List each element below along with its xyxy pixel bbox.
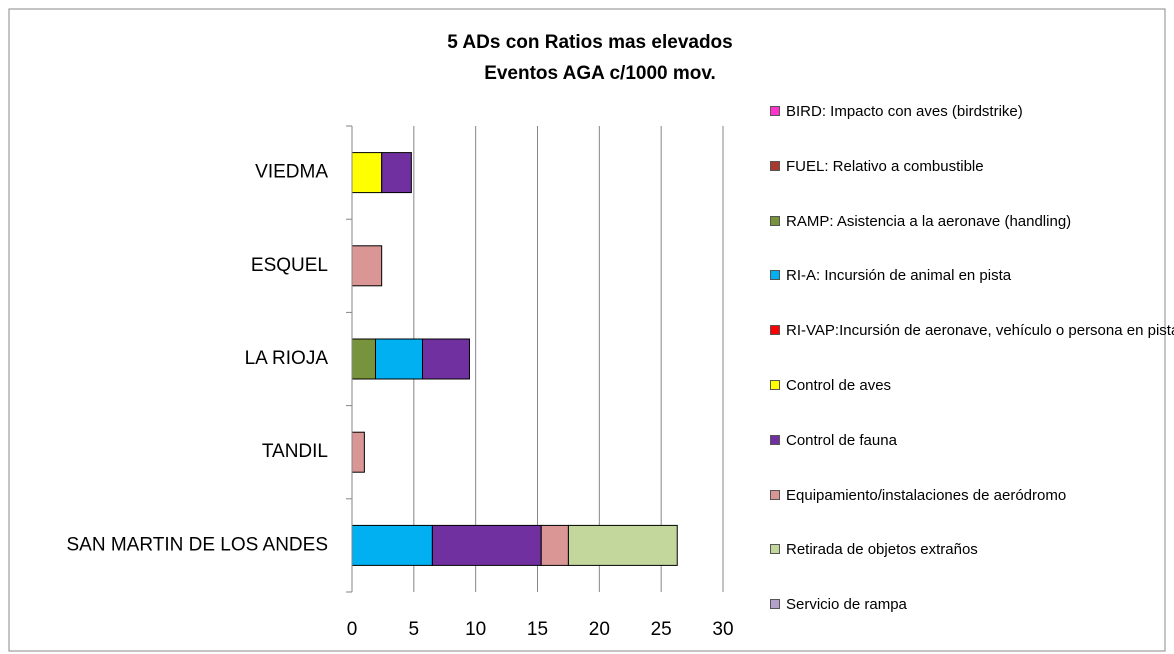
- y-tick-label: ESQUEL: [251, 255, 328, 276]
- legend-swatch: [770, 599, 780, 610]
- legend-item: Control de aves: [770, 375, 1174, 397]
- legend-swatch: [770, 380, 780, 390]
- legend-swatch: [770, 160, 780, 171]
- legend-label: Control de aves: [786, 377, 892, 394]
- x-tick-label: 0: [347, 619, 358, 640]
- bar-segment: [351, 431, 365, 473]
- legend-item: RI-VAP:Incursión de aeronave, vehículo o…: [770, 320, 1174, 342]
- legend-swatch: [770, 106, 780, 116]
- x-tick-label: 5: [409, 619, 420, 640]
- bar-segment: [351, 152, 383, 194]
- legend-label: Retirada de objetos extraños: [786, 541, 978, 559]
- legend-item: Servicio de rampa: [770, 594, 1174, 616]
- y-tick-label: TANDIL: [262, 441, 328, 462]
- bar-segment: [351, 338, 376, 380]
- legend-item: Control de fauna: [770, 430, 1174, 452]
- legend-label: RAMP: Asistencia a la aeronave (handling…: [786, 212, 1072, 230]
- legend-item: BIRD: Impacto con aves (birdstrike): [770, 101, 1174, 123]
- legend-swatch: [770, 434, 780, 445]
- chart-subtitle: Eventos AGA c/1000 mov.: [484, 63, 716, 84]
- y-tick-label: LA RIOJA: [245, 348, 329, 369]
- bar-segment: [540, 524, 569, 566]
- legend-swatch: [770, 489, 780, 500]
- legend-item: Equipamiento/instalaciones de aeródromo: [770, 485, 1174, 507]
- legend-label: Servicio de rampa: [786, 596, 907, 614]
- legend-item: FUEL: Relativo a combustible: [770, 156, 1174, 178]
- x-tick-label: 15: [527, 619, 548, 640]
- legend-item: Retirada de objetos extraños: [770, 539, 1174, 561]
- legend-item: RI-A: Incursión de animal en pista: [770, 265, 1174, 287]
- bar-segment: [421, 338, 470, 380]
- chart-border: [8, 8, 1166, 652]
- legend-swatch: [770, 215, 780, 226]
- legend-swatch: [770, 325, 780, 336]
- legend-swatch: [770, 544, 780, 555]
- x-tick-label: 20: [589, 619, 610, 640]
- legend-swatch: [770, 270, 780, 281]
- y-tick-label: SAN MARTIN DE LOS ANDES: [67, 534, 329, 555]
- bar-segment: [381, 152, 412, 194]
- legend-item: RAMP: Asistencia a la aeronave (handling…: [770, 211, 1174, 233]
- x-tick-label: 30: [712, 619, 733, 640]
- chart-title: 5 ADs con Ratios mas elevados: [447, 32, 732, 53]
- legend-label: Control de fauna: [786, 431, 897, 449]
- y-tick-label: VIEDMA: [255, 162, 328, 183]
- bar-segment: [351, 524, 433, 566]
- legend-label: FUEL: Relativo a combustible: [786, 157, 984, 175]
- bar-segment: [431, 524, 542, 566]
- x-tick-label: 25: [651, 619, 672, 640]
- bar-segment: [374, 338, 423, 380]
- bar-segment: [567, 524, 678, 566]
- legend-label: Equipamiento/instalaciones de aeródromo: [786, 486, 1067, 504]
- x-tick-label: 10: [465, 619, 486, 640]
- legend-label: RI-VAP:Incursión de aeronave, vehículo o…: [786, 322, 1174, 340]
- legend-label: RI-A: Incursión de animal en pista: [786, 267, 1012, 285]
- legend-label: BIRD: Impacto con aves (birdstrike): [786, 103, 1023, 120]
- bar-segment: [351, 245, 383, 287]
